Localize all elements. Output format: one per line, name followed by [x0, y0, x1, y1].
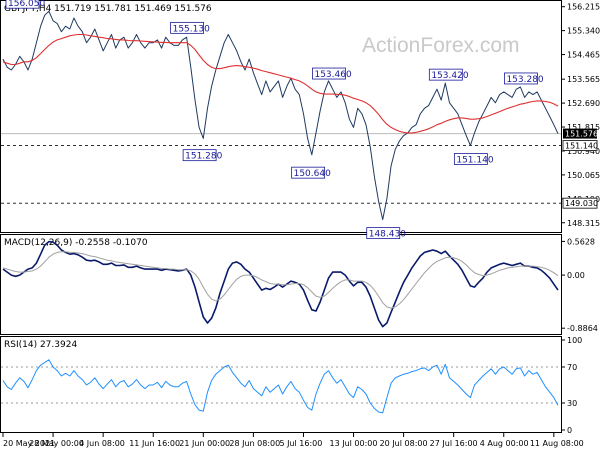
annotation-label: 156.050 [8, 0, 45, 9]
annotation-box [182, 149, 217, 162]
macd-y-tick-label: 0.5628 [567, 237, 595, 246]
annotation-label: 148.430 [369, 230, 406, 240]
annotation-label: 151.280 [185, 152, 222, 162]
price-y-tick-label: 151.815 [567, 123, 600, 132]
price-y-axis: 156.215 155.340 154.465 153.565 152.690 151.8… [561, 3, 600, 228]
rsi-y-tick-label: 30 [567, 399, 577, 408]
price-y-tick-label: 150.065 [567, 171, 600, 180]
price-y-tick-label: 155.340 [567, 27, 600, 36]
x-tick-label: 28 Jun 08:00 [229, 439, 280, 448]
macd-series [2, 240, 559, 328]
watermark: ActionForex.com [362, 34, 520, 57]
annotation-box [504, 72, 538, 85]
level-price-label: 149.030 [565, 199, 598, 208]
price-chart-title: GBPJPY,H4 151.719 151.781 151.469 151.57… [4, 4, 212, 14]
level-price-box [562, 197, 598, 209]
price-series [2, 10, 559, 221]
x-tick-label: 21 Jun 00:00 [179, 439, 230, 448]
price-panel-frame [0, 0, 562, 233]
annotation-label: 155.130 [173, 24, 210, 34]
rsi-y-tick-label: 0 [567, 426, 572, 435]
annotation-box [5, 0, 40, 9]
rsi-y-tick-label: 70 [567, 363, 577, 372]
rsi-levels [1, 366, 561, 404]
level-price-label: 151.140 [565, 141, 598, 150]
macd-series-line-1 [2, 240, 559, 328]
x-tick-label: 28 May 00:00 [29, 439, 84, 448]
annotation-box [312, 67, 346, 80]
rsi-y-axis: 100 70 30 0 [561, 336, 582, 435]
macd-series-line-2 [2, 251, 559, 309]
x-tick-label: 20 May 2021 [3, 439, 55, 448]
price-y-tick-label: 156.215 [567, 3, 600, 12]
rsi-series [2, 359, 559, 414]
rsi-series-line-1 [2, 359, 559, 414]
price-y-tick-label: 148.315 [567, 219, 600, 228]
annotation-box [170, 21, 205, 34]
x-tick-label: 20 Jul 08:00 [380, 439, 428, 448]
rsi-panel-frame [0, 336, 562, 433]
macd-y-axis: 0.5628 0.00 -0.8864 [561, 237, 598, 333]
x-tick-label: 11 Jun 16:00 [129, 439, 180, 448]
annotation-box [428, 68, 463, 81]
current-price-label: 151.576 [565, 130, 598, 139]
price-levels: 151.140 149.030 151.576 [1, 128, 598, 209]
macd-title: MACD(12,26,9) -0.2558 -0.1070 [4, 238, 148, 248]
macd-y-tick-label: 0.00 [567, 271, 585, 280]
current-price-box [563, 128, 597, 139]
price-y-tick-label: 154.465 [567, 51, 600, 60]
price-y-tick-label: 152.690 [567, 99, 600, 108]
annotation-box [453, 153, 488, 165]
annotation-label: 153.460 [314, 70, 351, 80]
macd-y-tick-label: -0.8864 [567, 324, 598, 333]
price-series-line-1 [2, 10, 559, 221]
x-tick-label: 4 Jun 08:00 [79, 439, 125, 448]
x-tick-label: 27 Jul 16:00 [430, 439, 478, 448]
annotation-box [366, 227, 401, 240]
price-y-tick-label: 150.940 [567, 147, 600, 156]
x-tick-label: 4 Aug 00:00 [480, 439, 529, 448]
rsi-y-tick-label: 100 [567, 336, 582, 345]
rsi-title: RSI(14) 27.3924 [4, 340, 77, 350]
x-tick-label: 11 Aug 08:00 [530, 439, 584, 448]
annotation-label: 151.140 [456, 155, 493, 165]
price-annotations: 156.050 155.130 151.280 150.640 153.460 148.4… [5, 0, 544, 240]
annotation-box [291, 166, 326, 179]
price-series-line-2 [2, 33, 559, 134]
annotation-label: 153.280 [506, 75, 543, 85]
level-price-box [562, 139, 598, 151]
x-tick-label: 13 Jul 00:00 [330, 439, 378, 448]
macd-panel-frame [0, 234, 562, 335]
price-y-tick-label: 153.565 [567, 75, 600, 84]
annotation-label: 153.420 [431, 71, 468, 81]
x-tick-label: 5 Jul 16:00 [279, 439, 322, 448]
annotation-label: 150.640 [294, 169, 331, 179]
